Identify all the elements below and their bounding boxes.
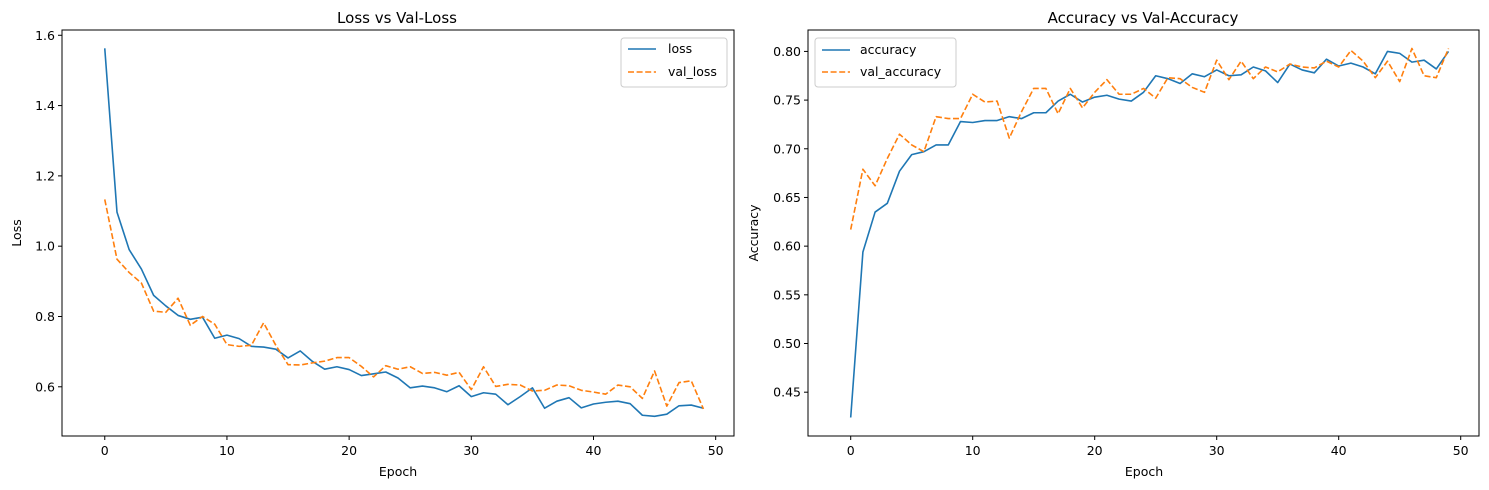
- y-tick-label: 1.0: [35, 239, 55, 254]
- plot-frame: [807, 29, 1480, 437]
- legend-label-val-accuracy: val_accuracy: [860, 64, 942, 79]
- y-tick-label: 1.4: [35, 98, 55, 113]
- x-axis-label: Epoch: [379, 464, 417, 479]
- x-tick-label: 50: [1453, 443, 1469, 458]
- x-axis-label: Epoch: [1125, 464, 1163, 479]
- x-tick-label: 30: [1209, 443, 1225, 458]
- x-tick-label: 40: [586, 443, 602, 458]
- plot-frame: [61, 29, 735, 437]
- y-tick-label: 0.6: [35, 379, 55, 394]
- loss-panel: Loss vs Val-Loss 0 10 20 30 40 50 0.6 0.8 1.0 1.2…: [9, 9, 735, 479]
- y-tick-label: 0.55: [773, 287, 801, 302]
- x-tick-label: 0: [847, 443, 855, 458]
- y-tick-label: 0.80: [773, 44, 801, 59]
- series-line-val-loss: [103, 199, 705, 410]
- x-tick-label: 40: [1331, 443, 1347, 458]
- y-axis-label: Loss: [9, 219, 24, 246]
- y-tick-label: 0.65: [773, 190, 801, 205]
- y-tick-label: 1.6: [35, 28, 55, 43]
- y-tick-label: 1.2: [35, 168, 55, 183]
- y-axis-label: Accuracy: [746, 204, 761, 262]
- y-tick-label: 0.75: [773, 93, 801, 108]
- x-tick-label: 0: [101, 443, 109, 458]
- accuracy-panel: Accuracy vs Val-Accuracy 0 10 20 30 40 50 0.45…: [746, 9, 1480, 479]
- x-tick-label: 50: [708, 443, 724, 458]
- x-tick-label: 10: [965, 443, 981, 458]
- legend: loss val_loss: [620, 37, 728, 88]
- legend-frame: [814, 37, 957, 88]
- series-line-loss: [103, 48, 704, 418]
- legend-label-val-loss: val_loss: [668, 64, 717, 79]
- chart-title: Accuracy vs Val-Accuracy: [1048, 9, 1239, 27]
- y-tick-label: 0.45: [773, 385, 801, 400]
- legend: accuracy val_accuracy: [814, 37, 957, 88]
- y-tick-label: 0.50: [773, 336, 801, 351]
- chart-title: Loss vs Val-Loss: [337, 9, 457, 27]
- legend-label-loss: loss: [668, 41, 692, 56]
- x-tick-label: 10: [219, 443, 235, 458]
- x-tick-label: 20: [1087, 443, 1103, 458]
- x-tick-label: 30: [463, 443, 479, 458]
- y-tick-label: 0.8: [35, 309, 55, 324]
- y-tick-label: 0.60: [773, 239, 801, 254]
- y-tick-label: 0.70: [773, 141, 801, 156]
- series-line-val-accuracy: [849, 47, 1450, 230]
- legend-frame: [620, 37, 728, 88]
- series-line-accuracy: [849, 50, 1450, 418]
- x-tick-label: 20: [341, 443, 357, 458]
- legend-label-accuracy: accuracy: [860, 42, 917, 57]
